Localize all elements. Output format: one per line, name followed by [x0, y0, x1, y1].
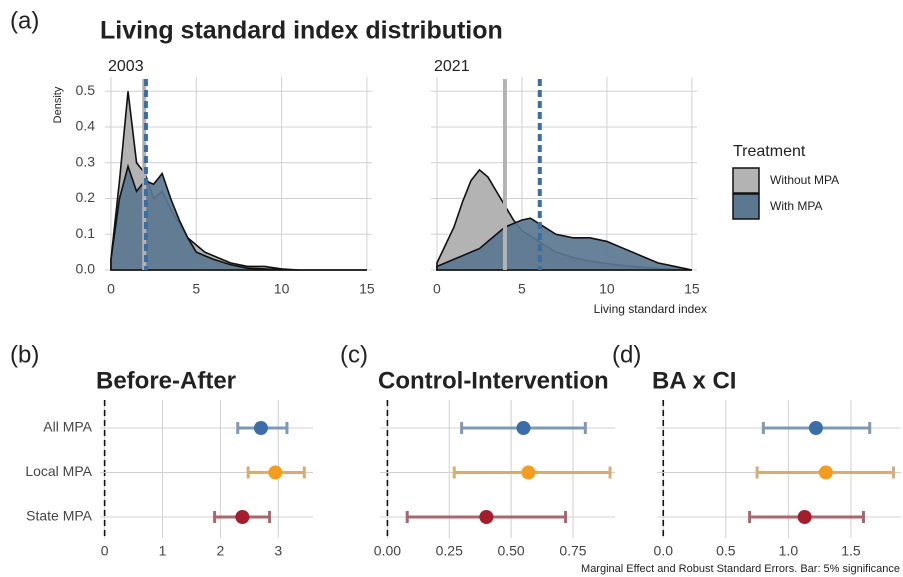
- x-tick-label: 0: [101, 543, 109, 559]
- subplot-title: BA x CI: [652, 367, 736, 394]
- x-tick-label: 5: [518, 281, 526, 297]
- point: [479, 510, 494, 524]
- y-tick-label: 0.2: [76, 189, 96, 205]
- panel-label: (b): [10, 341, 39, 368]
- y-tick-label: All MPA: [43, 419, 92, 435]
- density-area: [110, 163, 367, 271]
- subplot-title: Before-After: [96, 367, 236, 394]
- note: Marginal Effect and Robust Standard Erro…: [581, 563, 900, 575]
- point: [818, 465, 833, 480]
- y-tick-label: State MPA: [26, 508, 93, 524]
- y-tick-label: Local MPA: [25, 463, 92, 479]
- legend-label: Without MPA: [770, 173, 839, 187]
- panel-label: (a): [10, 7, 39, 34]
- x-tick-label: 0: [107, 281, 115, 297]
- x-tick-label: 0.0: [654, 543, 674, 559]
- x-tick-label: 2: [216, 543, 224, 559]
- point: [521, 465, 536, 480]
- x-tick-label: 5: [192, 281, 200, 297]
- x-tick-label: 15: [359, 281, 375, 297]
- legend-swatch: [732, 193, 760, 220]
- y-tick-label: 0.3: [76, 153, 96, 169]
- x-tick-label: 0: [433, 281, 441, 297]
- density-area: [436, 217, 693, 271]
- y-tick-label: 0.4: [76, 118, 96, 134]
- subplot-title: 2003: [108, 58, 144, 75]
- y-tick-label: 0.5: [76, 82, 96, 98]
- point: [253, 421, 268, 435]
- panel-label: (d): [612, 341, 641, 368]
- x-tick-label: 10: [274, 281, 290, 297]
- y-axis-label: Density: [52, 86, 64, 123]
- x-axis-label: Living standard index: [594, 302, 707, 316]
- subplot-title: Control-Intervention: [378, 367, 609, 394]
- y-tick-label: 0.0: [76, 261, 96, 277]
- point: [235, 510, 250, 524]
- x-tick-label: 3: [274, 543, 282, 559]
- x-tick-label: 1.0: [779, 543, 799, 559]
- point: [797, 510, 812, 524]
- x-tick-label: 0.5: [716, 543, 736, 559]
- panel-label: (c): [340, 341, 368, 368]
- point: [516, 421, 531, 435]
- x-tick-label: 0.00: [374, 543, 401, 559]
- figure-title: Living standard index distribution: [100, 17, 503, 45]
- point: [268, 465, 283, 480]
- point: [808, 421, 823, 435]
- x-tick-label: 1: [159, 543, 167, 559]
- x-tick-label: 0.75: [559, 543, 586, 559]
- subplot-title: 2021: [434, 58, 470, 75]
- x-tick-label: 0.25: [436, 543, 463, 559]
- x-tick-label: 1.5: [841, 543, 861, 559]
- legend-label: With MPA: [770, 199, 822, 213]
- x-tick-label: 0.50: [497, 543, 524, 559]
- legend-title: Treatment: [733, 143, 806, 160]
- legend-swatch: [732, 167, 760, 194]
- y-tick-label: 0.1: [76, 225, 96, 241]
- x-tick-label: 15: [684, 281, 700, 297]
- x-tick-label: 10: [599, 281, 615, 297]
